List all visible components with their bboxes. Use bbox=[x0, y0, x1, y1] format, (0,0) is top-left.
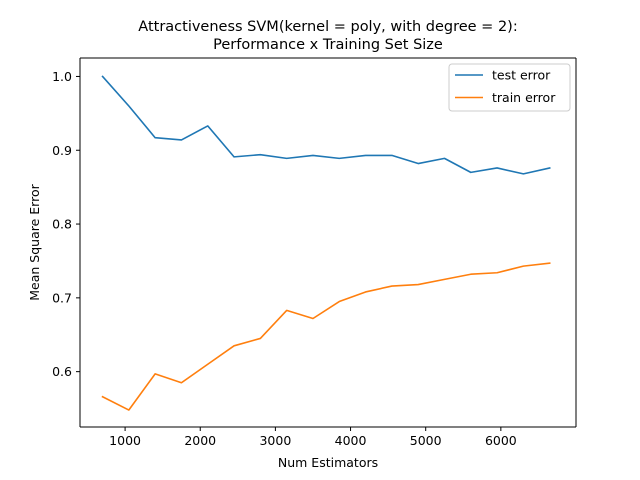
x-tick-label: 4000 bbox=[335, 433, 367, 448]
legend: test error train error bbox=[448, 63, 571, 112]
chart-title: Attractiveness SVM(kernel = poly, with d… bbox=[138, 19, 517, 35]
x-tick-label: 2000 bbox=[184, 433, 216, 448]
x-axis-ticks: 1000 2000 3000 4000 5000 6000 bbox=[109, 427, 517, 448]
y-tick-label: 0.8 bbox=[52, 217, 72, 232]
legend-label: test error bbox=[492, 68, 551, 83]
y-tick-label: 0.9 bbox=[52, 143, 72, 158]
chart-subtitle: Performance x Training Set Size bbox=[213, 37, 443, 53]
series-layer bbox=[101, 75, 551, 411]
series-line-test-error bbox=[101, 75, 551, 175]
y-tick-label: 0.6 bbox=[52, 364, 72, 379]
plot-area bbox=[80, 58, 576, 427]
legend-label: train error bbox=[492, 90, 556, 105]
x-tick-label: 5000 bbox=[410, 433, 442, 448]
x-tick-label: 1000 bbox=[109, 433, 141, 448]
x-tick-label: 6000 bbox=[485, 433, 517, 448]
x-tick-label: 3000 bbox=[259, 433, 291, 448]
x-axis-label: Num Estimators bbox=[278, 455, 378, 470]
plot-frame bbox=[79, 57, 577, 428]
y-axis-ticks: 0.6 0.7 0.8 0.9 1.0 bbox=[52, 69, 80, 379]
y-tick-label: 1.0 bbox=[52, 69, 72, 84]
y-axis-label: Mean Square Error bbox=[27, 183, 42, 300]
series-line-train-error bbox=[101, 262, 551, 411]
y-tick-label: 0.7 bbox=[52, 290, 72, 305]
